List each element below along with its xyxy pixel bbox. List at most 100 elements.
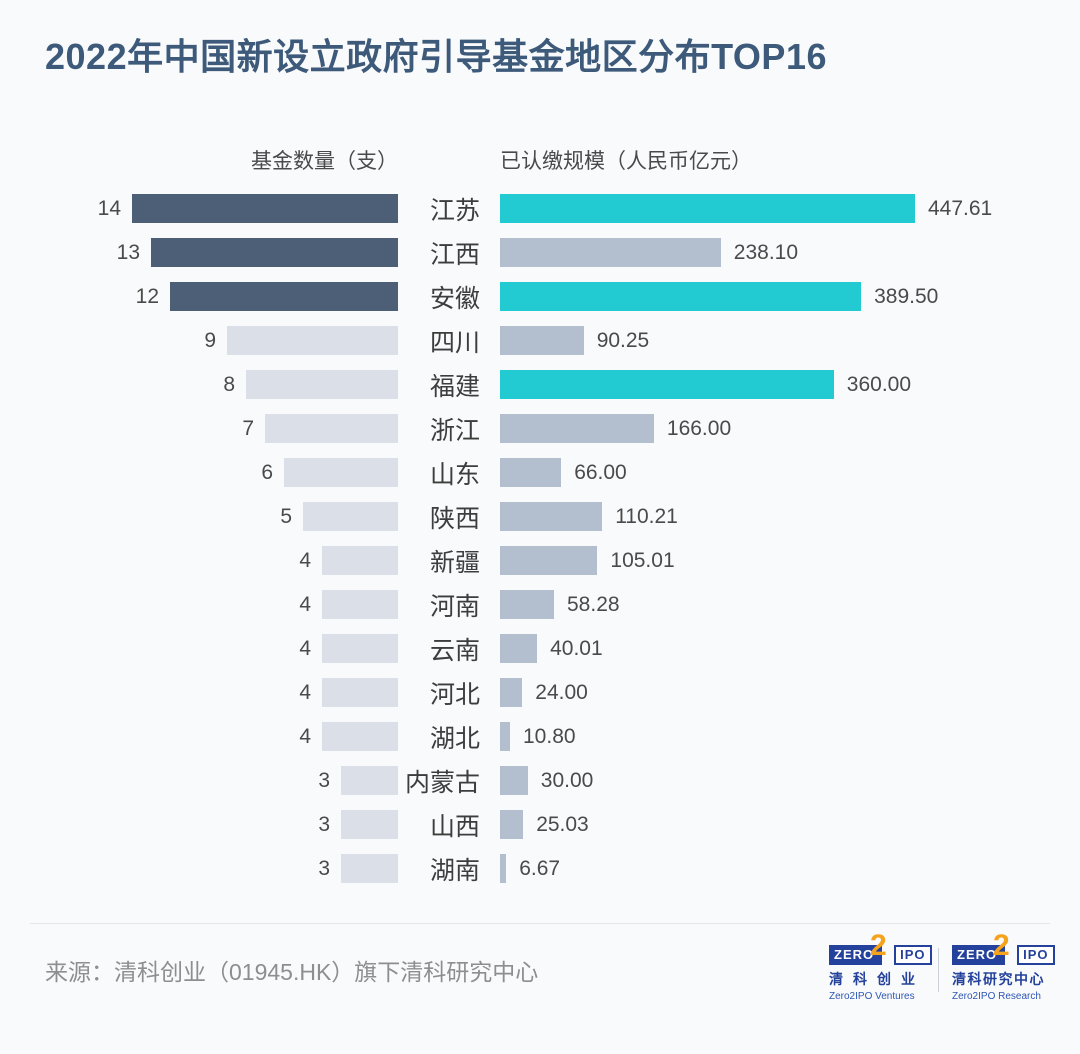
chart-headers: 基金数量（支） 已认缴规模（人民币亿元） [45, 151, 1080, 173]
count-bar [341, 766, 398, 796]
left-axis-title: 基金数量（支） [251, 150, 398, 174]
scale-zone: 105.01 [500, 546, 1080, 576]
chart-row: 3 湖南 6.67 [45, 854, 1080, 885]
region-label: 安徽 [429, 284, 480, 313]
count-bar [322, 634, 398, 664]
region-label: 山东 [429, 460, 480, 489]
chart-row: 3 内蒙古 30.00 [45, 766, 1080, 797]
region-label: 陕西 [429, 504, 480, 533]
scale-label: 66.00 [574, 460, 627, 484]
source-text: 来源：清科创业（01945.HK）旗下清科研究中心 [45, 959, 539, 986]
count-bar [265, 414, 398, 444]
count-bar [303, 502, 398, 532]
scale-label: 389.50 [874, 284, 939, 308]
axis-title-spacer [398, 151, 500, 173]
chart-row: 4 云南 40.01 [45, 634, 1080, 665]
count-label: 12 [135, 284, 159, 308]
count-bar [322, 678, 398, 708]
scale-label: 24.00 [535, 680, 588, 704]
count-label: 9 [204, 328, 216, 352]
scale-bar [500, 502, 603, 532]
scale-zone: 58.28 [500, 590, 1080, 620]
count-zone: 4 [45, 634, 398, 664]
count-label: 6 [261, 460, 273, 484]
count-label: 3 [318, 812, 330, 836]
logo-two-text: 2 [870, 929, 887, 963]
scale-zone: 447.61 [500, 194, 1080, 224]
count-zone: 6 [45, 458, 398, 488]
scale-zone: 66.00 [500, 458, 1080, 488]
count-bar [322, 590, 398, 620]
scale-zone: 238.10 [500, 238, 1080, 268]
scale-zone: 30.00 [500, 766, 1080, 796]
scale-label: 6.67 [519, 856, 561, 880]
scale-bar [500, 590, 554, 620]
count-bar [170, 282, 398, 312]
count-label: 3 [318, 768, 330, 792]
count-label: 5 [280, 504, 292, 528]
count-zone: 4 [45, 590, 398, 620]
chart-row: 12 安徽 389.50 [45, 282, 1080, 313]
chart-row: 4 新疆 105.01 [45, 546, 1080, 577]
scale-label: 10.80 [523, 724, 576, 748]
count-zone: 12 [45, 282, 398, 312]
logo-en-name: Zero2IPO Research [952, 991, 1041, 1003]
logo-cn-name: 清科创业 [829, 971, 925, 988]
count-bar [322, 546, 398, 576]
count-label: 13 [116, 240, 140, 264]
zero2ipo-logo-mark: ZERO 2 IPO [829, 931, 932, 966]
logo-en-name: Zero2IPO Ventures [829, 991, 915, 1003]
logo-cn-name: 清科研究中心 [952, 971, 1045, 988]
scale-label: 110.21 [615, 504, 678, 528]
count-label: 7 [242, 416, 254, 440]
chart-row: 7 浙江 166.00 [45, 414, 1080, 445]
brand-logos: ZERO 2 IPO 清科创业 Zero2IPO Ventures ZERO 2 IPO… [829, 931, 1055, 1003]
logo-two-text: 2 [993, 929, 1010, 963]
chart-rows: 14 江苏 447.61 13 江西 238.10 12 安徽 389.50 9 [45, 194, 1080, 885]
scale-zone: 24.00 [500, 678, 1080, 708]
scale-zone: 40.01 [500, 634, 1080, 664]
scale-zone: 360.00 [500, 370, 1080, 400]
count-bar [284, 458, 398, 488]
scale-bar [500, 458, 562, 488]
scale-zone: 90.25 [500, 326, 1080, 356]
tornado-chart: 基金数量（支） 已认缴规模（人民币亿元） 14 江苏 447.61 13 江西 … [45, 151, 1080, 885]
count-zone: 8 [45, 370, 398, 400]
scale-label: 25.03 [536, 812, 589, 836]
region-label: 浙江 [429, 416, 480, 445]
region-label: 内蒙古 [404, 768, 480, 797]
scale-bar [500, 238, 721, 268]
count-zone: 3 [45, 854, 398, 884]
count-label: 4 [299, 724, 311, 748]
count-label: 4 [299, 680, 311, 704]
count-bar [246, 370, 398, 400]
scale-bar [500, 766, 528, 796]
chart-row: 14 江苏 447.61 [45, 194, 1080, 225]
scale-label: 238.10 [733, 240, 799, 264]
count-zone: 4 [45, 722, 398, 752]
scale-bar [500, 282, 862, 312]
scale-label: 90.25 [596, 328, 650, 352]
count-zone: 7 [45, 414, 398, 444]
region-label: 新疆 [429, 548, 480, 577]
chart-row: 6 山东 66.00 [45, 458, 1080, 489]
count-label: 4 [299, 636, 311, 660]
chart-row: 3 山西 25.03 [45, 810, 1080, 841]
logo-divider [938, 948, 939, 993]
right-axis-title: 已认缴规模（人民币亿元） [500, 150, 752, 174]
count-zone: 4 [45, 678, 398, 708]
logo-zero-text: ZERO [829, 945, 883, 966]
scale-zone: 10.80 [500, 722, 1080, 752]
count-zone: 3 [45, 810, 398, 840]
scale-bar [500, 326, 584, 356]
scale-bar [500, 546, 598, 576]
scale-bar [500, 810, 524, 840]
count-bar [341, 854, 398, 884]
region-label: 河北 [429, 680, 480, 709]
region-label: 福建 [429, 372, 480, 401]
region-label: 四川 [429, 328, 480, 357]
scale-label: 58.28 [567, 592, 620, 616]
scale-bar [500, 854, 507, 884]
logo-zero-text: ZERO [952, 945, 1006, 966]
scale-label: 166.00 [666, 416, 732, 440]
